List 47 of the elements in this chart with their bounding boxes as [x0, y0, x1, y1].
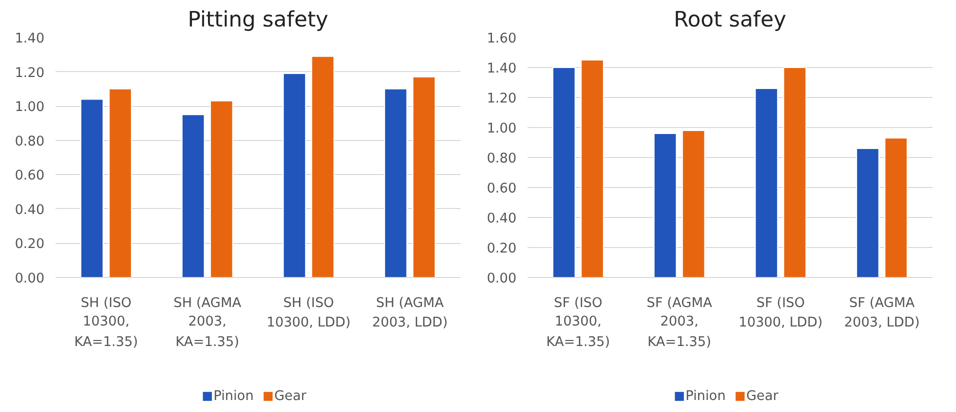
x-tick-label: SF (AGMA 2003, KA=1.35)	[646, 296, 712, 350]
bar	[182, 114, 205, 278]
bar	[552, 67, 576, 278]
bar	[210, 100, 234, 278]
legend-label: Gear	[274, 388, 307, 404]
bar	[311, 56, 334, 278]
bar	[783, 67, 806, 278]
bar	[80, 98, 104, 278]
bar	[108, 88, 132, 278]
y-tick-label: 1.20	[14, 66, 45, 81]
y-tick-label: 0.60	[486, 182, 517, 196]
bar	[282, 73, 306, 278]
chart-title: Root safey	[674, 8, 786, 32]
x-tick-label: SF (AGMA 2003, LDD)	[844, 296, 920, 331]
bar	[856, 148, 880, 278]
bar	[580, 60, 604, 278]
bar	[654, 133, 677, 278]
y-tick-label: 1.60	[486, 32, 517, 46]
chart-title: Pitting safety	[188, 8, 328, 32]
bar	[412, 76, 436, 278]
y-tick-label: 1.00	[486, 122, 517, 136]
bar	[384, 88, 408, 278]
y-tick-label: 1.40	[486, 62, 517, 76]
legend-label: Gear	[746, 388, 779, 404]
x-tick-label: SH (AGMA 2003, KA=1.35)	[174, 296, 242, 350]
bar	[682, 130, 706, 278]
y-tick-label: 0.80	[14, 134, 45, 150]
y-tick-label: 1.20	[486, 92, 517, 106]
x-tick-label: SH (ISO 10300, KA=1.35)	[74, 296, 138, 350]
bar	[884, 138, 908, 278]
y-tick-label: 1.00	[14, 100, 45, 116]
y-tick-label: 0.40	[486, 212, 517, 226]
legend-label: Pinion	[213, 388, 254, 404]
x-tick-label: SF (ISO 10300, KA=1.35)	[546, 296, 610, 350]
y-tick-label: 0.80	[486, 152, 517, 166]
x-tick-label: SF (ISO 10300, LDD)	[738, 296, 823, 331]
y-tick-label: 0.20	[486, 242, 517, 256]
y-tick-label: 0.00	[14, 272, 45, 286]
y-tick-label: 0.60	[14, 168, 45, 184]
y-tick-label: 0.00	[486, 272, 517, 286]
x-tick-label: SH (AGMA 2003, LDD)	[372, 296, 448, 331]
x-tick-label: SH (ISO 10300, LDD)	[266, 296, 351, 331]
bar	[754, 88, 778, 278]
y-tick-label: 0.20	[14, 237, 45, 252]
y-tick-label: 0.40	[14, 202, 45, 218]
legend-label: Pinion	[685, 388, 726, 404]
y-tick-label: 1.40	[14, 32, 45, 46]
